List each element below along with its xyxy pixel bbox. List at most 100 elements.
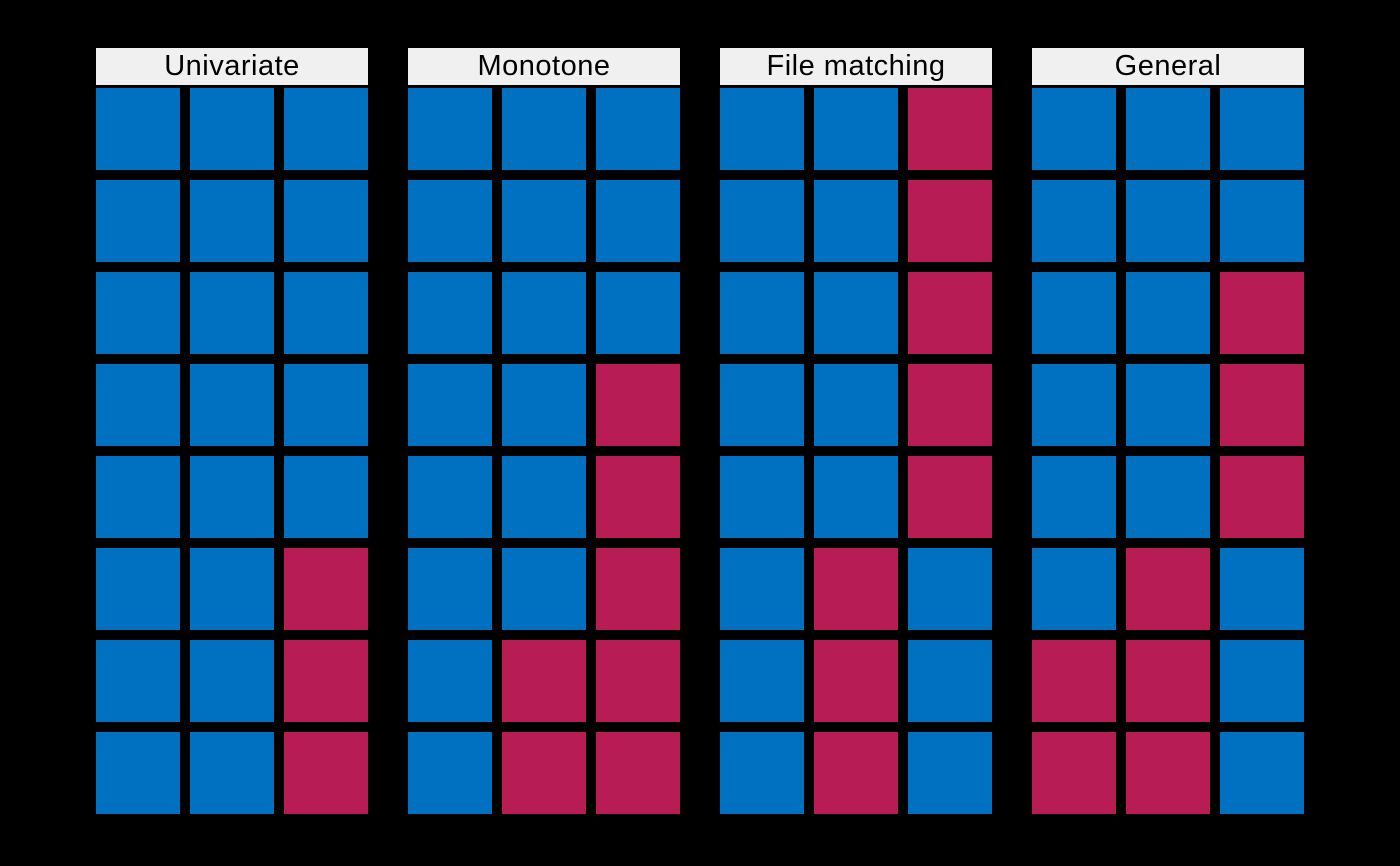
heatmap-cell [502, 548, 586, 630]
heatmap-cell [908, 732, 992, 814]
heatmap-cell [814, 456, 898, 538]
pattern-grid [720, 88, 992, 814]
heatmap-cell [908, 548, 992, 630]
heatmap-cell [408, 732, 492, 814]
heatmap-cell [596, 364, 680, 446]
heatmap-cell [1126, 640, 1210, 722]
pattern-grid [1032, 88, 1304, 814]
heatmap-cell [1126, 548, 1210, 630]
heatmap-cell [814, 272, 898, 354]
heatmap-cell [284, 456, 368, 538]
heatmap-cell [408, 364, 492, 446]
heatmap-cell [190, 180, 274, 262]
heatmap-cell [814, 732, 898, 814]
heatmap-cell [96, 88, 180, 170]
heatmap-cell [814, 548, 898, 630]
heatmap-cell [1126, 732, 1210, 814]
heatmap-cell [190, 88, 274, 170]
pattern-panel-univariate: Univariate [96, 48, 368, 814]
heatmap-cell [190, 364, 274, 446]
heatmap-cell [596, 180, 680, 262]
heatmap-cell [502, 732, 586, 814]
heatmap-cell [502, 640, 586, 722]
panel-title: Univariate [96, 48, 368, 85]
heatmap-cell [284, 364, 368, 446]
heatmap-cell [408, 640, 492, 722]
heatmap-cell [596, 456, 680, 538]
heatmap-cell [720, 272, 804, 354]
heatmap-cell [96, 272, 180, 354]
heatmap-cell [1220, 272, 1304, 354]
heatmap-cell [1220, 640, 1304, 722]
heatmap-cell [1032, 180, 1116, 262]
heatmap-cell [720, 88, 804, 170]
heatmap-cell [1032, 272, 1116, 354]
heatmap-cell [1032, 640, 1116, 722]
pattern-panel-general: General [1032, 48, 1304, 814]
heatmap-cell [284, 640, 368, 722]
heatmap-cell [1220, 456, 1304, 538]
heatmap-cell [1126, 180, 1210, 262]
heatmap-cell [1126, 88, 1210, 170]
heatmap-cell [190, 732, 274, 814]
heatmap-cell [814, 640, 898, 722]
heatmap-cell [596, 732, 680, 814]
heatmap-cell [96, 180, 180, 262]
heatmap-cell [190, 456, 274, 538]
heatmap-cell [190, 272, 274, 354]
heatmap-cell [814, 364, 898, 446]
heatmap-cell [908, 640, 992, 722]
heatmap-cell [720, 548, 804, 630]
heatmap-cell [408, 180, 492, 262]
heatmap-cell [96, 640, 180, 722]
heatmap-cell [1220, 88, 1304, 170]
heatmap-cell [190, 548, 274, 630]
heatmap-cell [284, 732, 368, 814]
heatmap-cell [1126, 272, 1210, 354]
heatmap-cell [96, 364, 180, 446]
heatmap-cell [408, 456, 492, 538]
panels-row: Univariate Monotone File matching Genera… [96, 48, 1304, 814]
pattern-grid [96, 88, 368, 814]
heatmap-cell [1032, 456, 1116, 538]
heatmap-cell [814, 180, 898, 262]
heatmap-cell [1032, 364, 1116, 446]
heatmap-cell [720, 732, 804, 814]
heatmap-cell [96, 456, 180, 538]
pattern-panel-monotone: Monotone [408, 48, 680, 814]
heatmap-cell [408, 548, 492, 630]
heatmap-cell [908, 88, 992, 170]
heatmap-cell [1220, 180, 1304, 262]
heatmap-cell [596, 272, 680, 354]
heatmap-cell [284, 180, 368, 262]
heatmap-cell [408, 88, 492, 170]
heatmap-cell [596, 548, 680, 630]
heatmap-cell [284, 88, 368, 170]
heatmap-cell [1032, 548, 1116, 630]
pattern-panel-file-matching: File matching [720, 48, 992, 814]
heatmap-cell [502, 272, 586, 354]
panel-title: General [1032, 48, 1304, 85]
panel-title: File matching [720, 48, 992, 85]
heatmap-cell [96, 732, 180, 814]
heatmap-cell [502, 364, 586, 446]
heatmap-cell [1220, 364, 1304, 446]
panel-title: Monotone [408, 48, 680, 85]
heatmap-cell [720, 364, 804, 446]
heatmap-cell [596, 88, 680, 170]
heatmap-cell [596, 640, 680, 722]
heatmap-cell [720, 456, 804, 538]
heatmap-cell [1126, 456, 1210, 538]
heatmap-cell [408, 272, 492, 354]
heatmap-cell [908, 180, 992, 262]
heatmap-cell [1032, 732, 1116, 814]
heatmap-cell [720, 640, 804, 722]
heatmap-cell [908, 456, 992, 538]
heatmap-cell [720, 180, 804, 262]
heatmap-cell [1126, 364, 1210, 446]
heatmap-cell [814, 88, 898, 170]
heatmap-cell [284, 548, 368, 630]
heatmap-cell [96, 548, 180, 630]
pattern-grid [408, 88, 680, 814]
